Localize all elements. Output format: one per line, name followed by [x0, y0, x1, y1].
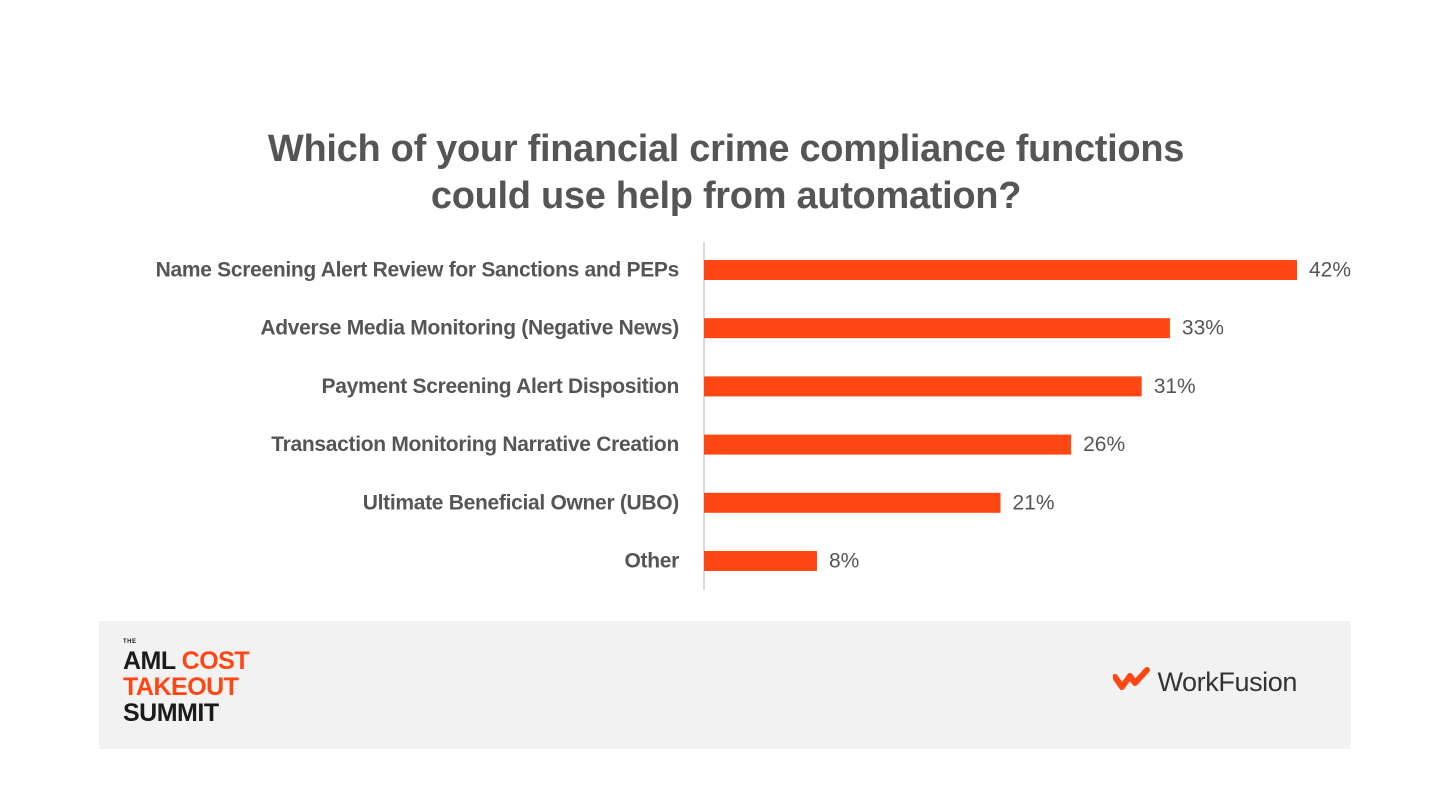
data-label: 31%: [1154, 375, 1196, 398]
data-label: 26%: [1083, 433, 1125, 456]
data-label: 21%: [1013, 491, 1055, 514]
category-label: Name Screening Alert Review for Sanction…: [156, 259, 679, 282]
data-label: 33%: [1182, 317, 1224, 340]
chart-title: Which of your financial crime compliance…: [0, 126, 1452, 220]
chart-title-line-2: could use help from automation?: [430, 175, 1022, 217]
data-label: 42%: [1309, 259, 1351, 282]
bar: [704, 318, 1170, 339]
bar: [704, 492, 1001, 513]
footer-banner: THE AML COST TAKEOUT SUMMIT WorkFusion: [99, 621, 1351, 749]
bar: [704, 260, 1297, 280]
bar-chart: Name Screening Alert Review for Sanction…: [156, 242, 1351, 590]
event-logo-takeout: TAKEOUT: [123, 673, 239, 701]
bar: [704, 434, 1072, 455]
workfusion-brand-name: WorkFusion: [1157, 667, 1297, 697]
chart-title-line-1: Which of your financial crime compliance…: [267, 128, 1185, 170]
event-logo-summit: SUMMIT: [123, 699, 219, 727]
category-label: Payment Screening Alert Disposition: [322, 375, 679, 398]
event-logo-cost: COST: [181, 647, 250, 675]
bar: [704, 376, 1142, 397]
category-label: Ultimate Beneficial Owner (UBO): [363, 491, 679, 514]
workfusion-brand: WorkFusion: [1112, 667, 1297, 698]
bar: [704, 551, 817, 571]
event-logo-the: THE: [123, 639, 137, 645]
category-label: Other: [624, 550, 679, 573]
category-label: Transaction Monitoring Narrative Creatio…: [271, 433, 679, 456]
data-label: 8%: [829, 550, 859, 573]
workfusion-logo-icon: [1112, 667, 1151, 698]
category-label: Adverse Media Monitoring (Negative News): [260, 317, 679, 340]
event-logo-aml: AML: [123, 647, 182, 675]
event-logo: THE AML COST TAKEOUT SUMMIT: [123, 639, 250, 727]
